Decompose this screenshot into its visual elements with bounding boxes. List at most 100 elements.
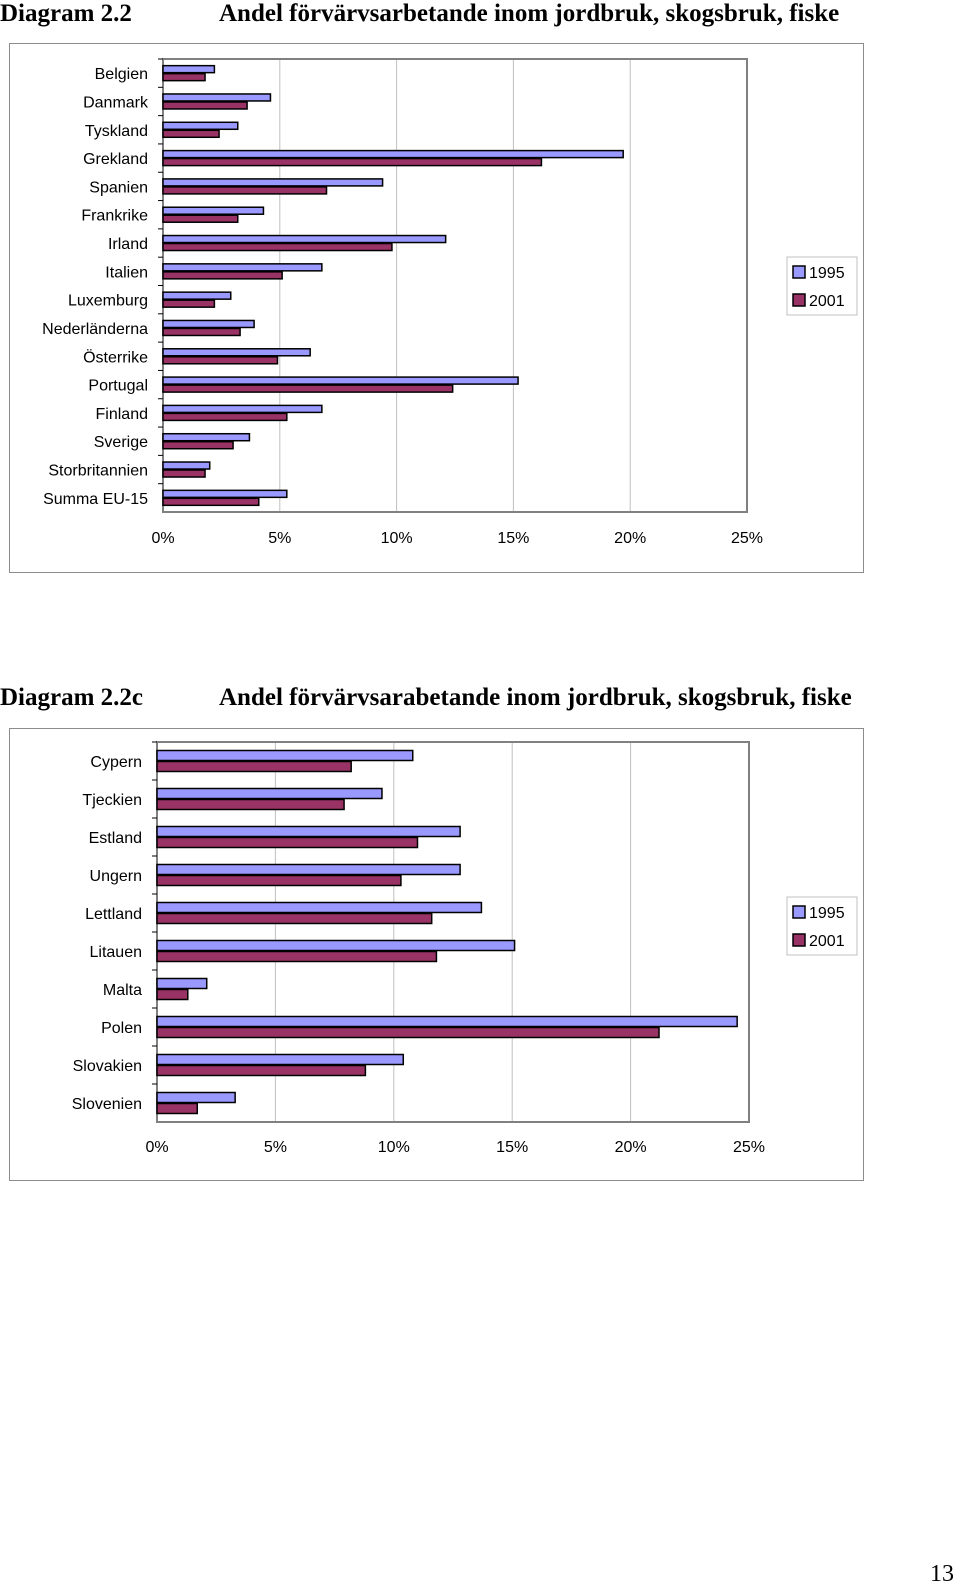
x-tick-label: 15% — [496, 1139, 528, 1156]
bar-2001 — [156, 912, 433, 925]
category-label: Spanien — [89, 179, 148, 196]
category-label: Tjeckien — [82, 792, 142, 809]
x-tick-label: 10% — [378, 1139, 410, 1156]
bar-2001 — [162, 157, 543, 167]
bar-2001 — [156, 988, 189, 1001]
bar-1995 — [162, 432, 251, 442]
category-label: Österrike — [83, 348, 148, 366]
bar-1995 — [162, 64, 216, 74]
bar-2001 — [162, 186, 328, 195]
chart2-title: Andel förvärvsarabetande inom jordbruk, … — [219, 684, 852, 711]
bar-2001 — [156, 950, 438, 963]
legend-swatch-1995 — [792, 265, 806, 279]
bar-1995 — [162, 404, 323, 414]
category-label: Frankrike — [81, 208, 148, 225]
category-label: Tyskland — [85, 123, 148, 140]
legend-label-2001: 2001 — [809, 933, 845, 950]
category-label: Finland — [96, 406, 148, 423]
category-label: Grekland — [83, 151, 148, 168]
x-tick-label: 25% — [733, 1139, 765, 1156]
bar-1995 — [162, 178, 384, 187]
x-tick-label: 25% — [731, 530, 763, 547]
bar-2001 — [162, 242, 393, 252]
page-number: 13 — [930, 1561, 954, 1587]
category-label: Portugal — [88, 378, 148, 395]
bar-2001 — [156, 1026, 660, 1039]
bar-2001 — [156, 1102, 199, 1115]
category-label: Nederländerna — [42, 321, 148, 338]
bar-1995 — [162, 149, 624, 159]
category-label: Luxemburg — [68, 293, 148, 310]
bar-1995 — [162, 319, 255, 329]
bar-1995 — [156, 1015, 738, 1028]
bar-2001 — [162, 299, 216, 308]
bar-1995 — [162, 121, 239, 131]
bar-2001 — [162, 469, 206, 478]
category-label: Danmark — [83, 94, 149, 111]
bar-1995 — [156, 1053, 405, 1066]
bar-2001 — [162, 101, 248, 110]
category-label: Malta — [103, 982, 142, 999]
bar-2001 — [162, 412, 288, 422]
chart1-figure-label: Diagram 2.2 — [0, 0, 132, 27]
legend-swatch-2001 — [792, 933, 806, 947]
category-label: Belgien — [95, 66, 148, 83]
bar-1995 — [156, 787, 383, 800]
category-label: Summa EU-15 — [43, 491, 148, 508]
legend-swatch-2001 — [792, 293, 806, 307]
bar-2001 — [162, 327, 241, 337]
legend-label-2001: 2001 — [809, 293, 845, 310]
category-label: Cypern — [90, 754, 142, 771]
bar-2001 — [162, 72, 206, 82]
category-label: Polen — [101, 1020, 142, 1037]
bar-2001 — [162, 440, 234, 450]
bar-1995 — [162, 234, 447, 244]
bar-1995 — [156, 825, 461, 838]
legend-label-1995: 1995 — [809, 265, 845, 282]
bar-2001 — [156, 1064, 367, 1077]
x-tick-label: 15% — [497, 530, 529, 547]
bar-2001 — [156, 874, 402, 887]
bar-1995 — [156, 901, 483, 914]
chart1-title: Andel förvärvsarbetande inom jordbruk, s… — [219, 0, 840, 27]
bar-1995 — [156, 1091, 236, 1104]
bar-2001 — [162, 356, 279, 365]
bar-2001 — [162, 271, 283, 280]
bar-1995 — [162, 93, 272, 102]
bar-1995 — [162, 206, 265, 215]
x-tick-label: 5% — [268, 530, 291, 547]
category-label: Storbritannien — [48, 463, 148, 480]
x-tick-label: 20% — [614, 530, 646, 547]
bar-2001 — [162, 214, 239, 223]
chart2-svg: 0% 5% 10% 15% 20% 25% Cypern Tjeckien Estland Ung… — [72, 741, 858, 1156]
category-label: Italien — [105, 264, 148, 281]
bar-1995 — [156, 939, 516, 952]
bar-1995 — [162, 291, 232, 300]
x-tick-label: 5% — [264, 1139, 287, 1156]
category-label: Irland — [108, 236, 148, 253]
category-label: Slovenien — [72, 1096, 142, 1113]
bar-2001 — [156, 836, 419, 849]
x-tick-label: 10% — [381, 530, 413, 547]
bar-2001 — [162, 129, 220, 139]
bar-1995 — [162, 348, 311, 357]
x-tick-label: 0% — [151, 530, 174, 547]
bar-2001 — [156, 798, 345, 811]
category-label: Estland — [89, 830, 142, 847]
bar-1995 — [156, 749, 414, 762]
legend-label-1995: 1995 — [809, 905, 845, 922]
bar-2001 — [156, 760, 352, 773]
x-tick-label: 20% — [615, 1139, 647, 1156]
bar-1995 — [162, 489, 288, 499]
chart2-figure-label: Diagram 2.2c — [0, 684, 144, 711]
x-tick-label: 0% — [145, 1139, 168, 1156]
bar-1995 — [162, 461, 211, 470]
category-label: Slovakien — [73, 1058, 142, 1075]
category-label: Litauen — [90, 944, 143, 961]
legend-swatch-1995 — [792, 905, 806, 919]
category-label: Ungern — [90, 868, 142, 885]
category-label: Lettland — [85, 906, 142, 923]
chart1-frame — [9, 43, 864, 573]
bar-1995 — [156, 863, 461, 876]
bar-2001 — [162, 384, 454, 393]
